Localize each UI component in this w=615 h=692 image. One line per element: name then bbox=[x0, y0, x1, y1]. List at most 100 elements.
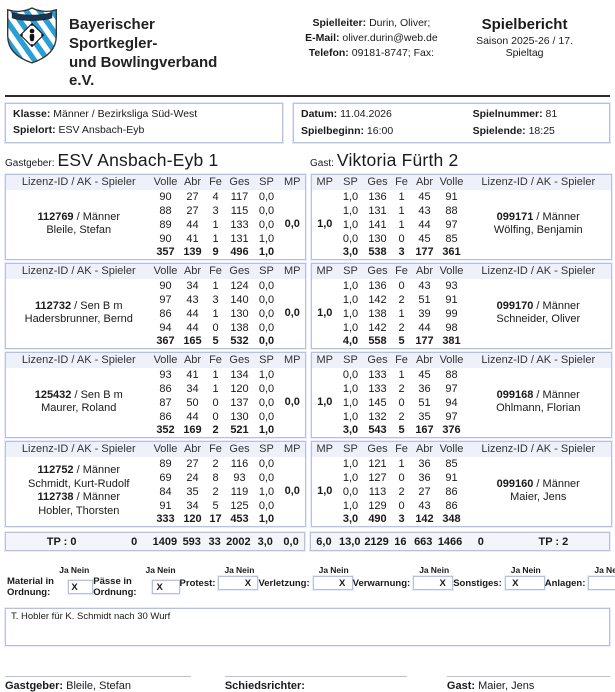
check-label: Verwarnung: bbox=[352, 577, 411, 589]
player-name: Wölfing, Benjamin bbox=[493, 224, 583, 237]
total-cell-abr: 142 bbox=[415, 513, 434, 526]
check-box-paesse[interactable]: X bbox=[152, 580, 180, 594]
guest-player-cell: 099168 / Männer Ohlmann, Florian bbox=[466, 368, 612, 438]
column-header-lizenz-id-ak-spieler: Lizenz-ID / AK - Spieler bbox=[465, 174, 612, 190]
check-ja-half bbox=[219, 577, 238, 589]
home-total-fe: 33 bbox=[208, 535, 221, 548]
score-cell-fe: 2 bbox=[398, 321, 405, 334]
score-cell-ges: 136 bbox=[368, 279, 387, 292]
column-header-sp: SP bbox=[337, 352, 364, 368]
score-cell-abr: 27 bbox=[186, 457, 199, 470]
home-team-name: ESV Ansbach-Eyb 1 bbox=[57, 150, 219, 170]
check-box-protest[interactable]: X bbox=[218, 576, 259, 590]
score-cell-abr: 44 bbox=[418, 218, 431, 231]
score-cell-ges: 133 bbox=[368, 382, 387, 395]
check-label: Material in Ordnung: bbox=[7, 576, 54, 598]
check-paesse: Ja Nein Pässe in Ordnung: X bbox=[93, 565, 180, 598]
score-cell-sp: 0,0 bbox=[258, 204, 275, 217]
score-cell-fe: 0 bbox=[212, 410, 219, 423]
score-cell-abr: 44 bbox=[186, 321, 199, 334]
score-cell-ges: 145 bbox=[368, 396, 387, 409]
score-cell-abr: 41 bbox=[186, 232, 199, 245]
column-header-fe: Fe bbox=[205, 352, 226, 368]
column-header-ges: Ges bbox=[225, 441, 254, 457]
ja-label: Ja bbox=[224, 565, 234, 575]
home-mp-cell: 0,0 bbox=[284, 218, 300, 231]
score-cell-sp: 1,0 bbox=[342, 293, 359, 306]
home-total-ges: 2002 bbox=[226, 535, 251, 548]
check-nein-half bbox=[166, 581, 179, 593]
player-license-id: 099168 bbox=[496, 388, 534, 401]
score-cell-sp: 1,0 bbox=[342, 499, 359, 512]
signature-home-name: Bleile, Stefan bbox=[66, 680, 131, 692]
check-line: Material in Ordnung: X bbox=[7, 576, 94, 598]
score-cell-ges: 124 bbox=[230, 279, 249, 292]
column-header-fe: Fe bbox=[391, 263, 412, 279]
total-cell-sp: 1,0 bbox=[258, 424, 275, 437]
total-cell-sp: 3,0 bbox=[342, 513, 359, 526]
column-header-mp: MP bbox=[279, 174, 306, 190]
home-player-table: Lizenz-ID / AK - Spieler Volle Abr Fe Ges SP M… bbox=[5, 352, 306, 438]
check-ja-half bbox=[589, 577, 608, 589]
total-cell-abr: 169 bbox=[183, 424, 202, 437]
spielbeginn-value: 16:00 bbox=[366, 125, 394, 137]
check-box-sonstiges[interactable]: X bbox=[504, 576, 545, 590]
guest-player-table: MP SP Ges Fe Abr Volle Lizenz-ID / AK - Spiele… bbox=[311, 263, 612, 349]
column-header-lizenz-id-ak-spieler: Lizenz-ID / AK - Spieler bbox=[465, 352, 612, 368]
home-player-table: Lizenz-ID / AK - Spieler Volle Abr Fe Ges SP M… bbox=[5, 174, 306, 260]
contact-info: Spielleiter: Durin, Oliver; E-Mail: oliv… bbox=[305, 17, 438, 60]
total-cell-fe: 5 bbox=[212, 335, 219, 348]
score-cell-volle: 90 bbox=[159, 190, 172, 203]
total-cell-abr: 167 bbox=[415, 424, 434, 437]
score-cell-fe: 1 bbox=[212, 218, 219, 231]
comment-field[interactable]: T. Hobler für K. Schmidt nach 30 Wurf bbox=[5, 608, 610, 646]
column-header-fe: Fe bbox=[205, 174, 226, 190]
check-line: Verletzung: X bbox=[258, 576, 353, 590]
column-header-mp: MP bbox=[279, 263, 306, 279]
check-label: Sonstiges: bbox=[453, 577, 502, 589]
home-total-abr: 593 bbox=[182, 535, 201, 548]
total-cell-ges: 490 bbox=[368, 513, 387, 526]
check-box-anlagen[interactable]: X bbox=[588, 576, 615, 590]
player-name: Maier, Jens bbox=[510, 491, 567, 504]
player-license: 099168 / Männer bbox=[496, 388, 580, 401]
check-box-verwarnung[interactable]: X bbox=[413, 576, 454, 590]
score-cell-sp: 0,0 bbox=[258, 218, 275, 231]
home-player-table: Lizenz-ID / AK - Spieler Volle Abr Fe Ges SP M… bbox=[5, 441, 306, 527]
score-cell-fe: 2 bbox=[398, 293, 405, 306]
score-cell-abr: 39 bbox=[418, 307, 431, 320]
season-label: Saison 2025-26 / 17. Spieltag bbox=[476, 35, 573, 59]
column-header-fe: Fe bbox=[391, 174, 412, 190]
score-cell-ges: 130 bbox=[230, 410, 249, 423]
total-cell-fe: 17 bbox=[209, 513, 222, 526]
score-cell-ges: 137 bbox=[230, 396, 249, 409]
home-player-cell: 112752 / Männer Schmidt, Kurt-Rudolf 11273… bbox=[6, 457, 152, 527]
score-cell-volle: 93 bbox=[159, 368, 172, 381]
score-cell-abr: 44 bbox=[186, 307, 199, 320]
column-header-volle: Volle bbox=[151, 441, 180, 457]
score-cell-fe: 1 bbox=[398, 218, 405, 231]
check-box-verletzung[interactable]: X bbox=[312, 576, 353, 590]
guest-player-cell: 099170 / Männer Schneider, Oliver bbox=[466, 279, 612, 349]
match-block-2: Lizenz-ID / AK - Spieler Volle Abr Fe Ges SP M… bbox=[5, 263, 612, 349]
match-block-1: Lizenz-ID / AK - Spieler Volle Abr Fe Ges SP M… bbox=[5, 174, 612, 260]
score-cell-ges: 127 bbox=[368, 471, 387, 484]
score-cell-abr: 27 bbox=[186, 204, 199, 217]
score-cell-volle: 97 bbox=[445, 382, 458, 395]
score-cell-fe: 2 bbox=[398, 485, 405, 498]
total-cell-ges: 532 bbox=[230, 335, 249, 348]
score-cell-sp: 1,0 bbox=[342, 204, 359, 217]
check-anlagen: JaNeinAnlagen:X bbox=[545, 565, 615, 598]
score-cell-ges: 133 bbox=[368, 368, 387, 381]
score-cell-ges: 138 bbox=[368, 307, 387, 320]
score-cell-fe: 8 bbox=[212, 471, 219, 484]
score-cell-volle: 85 bbox=[445, 457, 458, 470]
column-header-fe: Fe bbox=[205, 263, 226, 279]
score-cell-abr: 44 bbox=[186, 218, 199, 231]
check-box-material[interactable]: X bbox=[67, 580, 94, 594]
total-cell-ges: 538 bbox=[368, 246, 387, 259]
score-cell-abr: 34 bbox=[186, 279, 199, 292]
score-cell-abr: 24 bbox=[186, 471, 199, 484]
